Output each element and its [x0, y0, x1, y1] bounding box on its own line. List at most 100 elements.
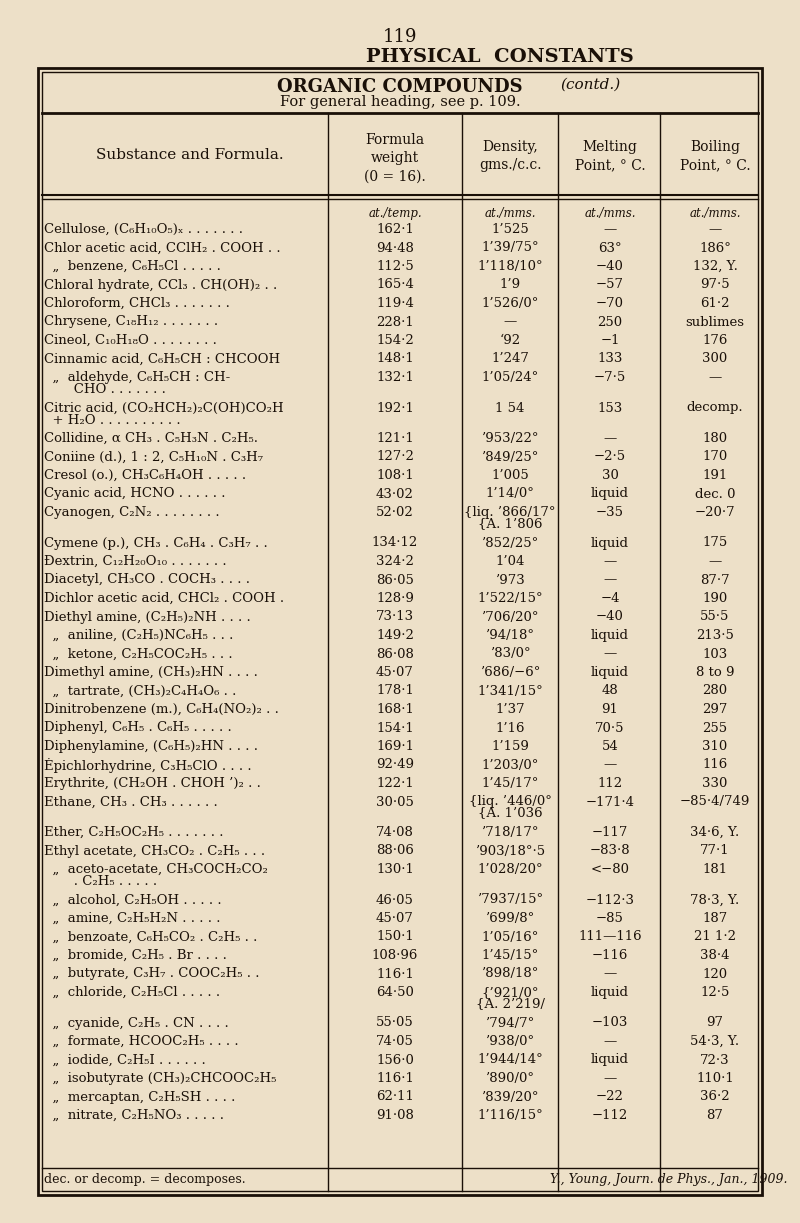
Text: 1’116/15°: 1’116/15° [477, 1109, 543, 1121]
Text: 55·5: 55·5 [700, 610, 730, 624]
Text: 1’341/15°: 1’341/15° [477, 685, 543, 697]
Text: 112: 112 [598, 777, 622, 790]
Text: Cineol, C₁₀H₁₈O . . . . . . . .: Cineol, C₁₀H₁₈O . . . . . . . . [44, 334, 217, 347]
Text: (contd.): (contd.) [560, 78, 620, 92]
Text: 1’05/24°: 1’05/24° [482, 371, 538, 384]
Text: 213·5: 213·5 [696, 629, 734, 642]
Text: „  alcohol, C₂H₅OH . . . . .: „ alcohol, C₂H₅OH . . . . . [44, 894, 222, 906]
Text: {A. 2’219/: {A. 2’219/ [475, 997, 545, 1010]
Text: 103: 103 [702, 647, 728, 660]
Text: 46·05: 46·05 [376, 894, 414, 906]
Text: liquid: liquid [591, 1053, 629, 1066]
Text: 130·1: 130·1 [376, 863, 414, 876]
Text: 148·1: 148·1 [376, 352, 414, 366]
Text: 30: 30 [602, 468, 618, 482]
Text: —: — [603, 432, 617, 445]
Text: + H₂O . . . . . . . . . .: + H₂O . . . . . . . . . . [44, 413, 181, 427]
Text: 97·5: 97·5 [700, 279, 730, 291]
Text: ‘92: ‘92 [499, 334, 521, 347]
Text: 61·2: 61·2 [700, 297, 730, 309]
Text: 165·4: 165·4 [376, 279, 414, 291]
Text: 169·1: 169·1 [376, 740, 414, 753]
Text: „  mercaptan, C₂H₅SH . . . .: „ mercaptan, C₂H₅SH . . . . [44, 1091, 235, 1103]
Text: Cyanic acid, HCNO . . . . . .: Cyanic acid, HCNO . . . . . . [44, 488, 226, 500]
Text: −22: −22 [596, 1091, 624, 1103]
Text: 8 to 9: 8 to 9 [696, 667, 734, 679]
Text: 92·49: 92·49 [376, 758, 414, 772]
Text: „  ketone, C₂H₅COC₂H₅ . . .: „ ketone, C₂H₅COC₂H₅ . . . [44, 647, 233, 660]
Text: 94·48: 94·48 [376, 241, 414, 254]
Text: 168·1: 168·1 [376, 703, 414, 715]
Text: 176: 176 [702, 334, 728, 347]
Text: 108·96: 108·96 [372, 949, 418, 963]
Text: „  bromide, C₂H₅ . Br . . . .: „ bromide, C₂H₅ . Br . . . . [44, 949, 227, 963]
Text: liquid: liquid [591, 667, 629, 679]
Text: ’718/17°: ’718/17° [482, 826, 538, 839]
Text: „  aniline, (C₂H₅)NC₆H₅ . . .: „ aniline, (C₂H₅)NC₆H₅ . . . [44, 629, 234, 642]
Text: Chloroform, CHCl₃ . . . . . . .: Chloroform, CHCl₃ . . . . . . . [44, 297, 230, 309]
Text: 54·3, Y.: 54·3, Y. [690, 1035, 739, 1048]
Text: 156·0: 156·0 [376, 1053, 414, 1066]
Text: —: — [603, 758, 617, 772]
Text: 38·4: 38·4 [700, 949, 730, 963]
Text: 297: 297 [702, 703, 728, 715]
Text: —: — [603, 647, 617, 660]
Text: <−80: <−80 [590, 863, 630, 876]
Text: −2·5: −2·5 [594, 450, 626, 464]
Text: ’903/18°·5: ’903/18°·5 [475, 845, 545, 857]
Text: 324·2: 324·2 [376, 555, 414, 567]
Text: 1 54: 1 54 [495, 401, 525, 415]
Text: 1’45/17°: 1’45/17° [482, 777, 538, 790]
Text: −35: −35 [596, 506, 624, 519]
Text: 74·08: 74·08 [376, 826, 414, 839]
Text: 190: 190 [702, 592, 728, 605]
Text: Density,
gms./c.c.: Density, gms./c.c. [478, 139, 542, 172]
Text: −4: −4 [600, 592, 620, 605]
Text: −40: −40 [596, 260, 624, 273]
Text: ’706/20°: ’706/20° [482, 610, 538, 624]
Text: sublimes: sublimes [686, 316, 745, 329]
Text: 116·1: 116·1 [376, 1073, 414, 1085]
Text: Ether, C₂H₅OC₂H₅ . . . . . . .: Ether, C₂H₅OC₂H₅ . . . . . . . [44, 826, 223, 839]
Text: 52·02: 52·02 [376, 506, 414, 519]
Text: Đextrin, C₁₂H₂₀O₁₀ . . . . . . .: Đextrin, C₁₂H₂₀O₁₀ . . . . . . . [44, 555, 226, 567]
Text: 112·5: 112·5 [376, 260, 414, 273]
Text: 187: 187 [702, 912, 728, 925]
Text: 300: 300 [702, 352, 728, 366]
Text: {A. 1’036: {A. 1’036 [478, 806, 542, 819]
Text: 54: 54 [602, 740, 618, 753]
Text: 121·1: 121·1 [376, 432, 414, 445]
Text: Ėpichlorhydrine, C₃H₅ClO . . . .: Ėpichlorhydrine, C₃H₅ClO . . . . [44, 758, 252, 773]
Text: 162·1: 162·1 [376, 223, 414, 236]
Text: ’890/0°: ’890/0° [486, 1073, 534, 1085]
Text: „  cyanide, C₂H₅ . CN . . . .: „ cyanide, C₂H₅ . CN . . . . [44, 1016, 229, 1030]
Text: ’938/0°: ’938/0° [486, 1035, 534, 1048]
Text: 1’525: 1’525 [491, 223, 529, 236]
Text: liquid: liquid [591, 629, 629, 642]
Text: 154·1: 154·1 [376, 722, 414, 735]
Text: 70·5: 70·5 [595, 722, 625, 735]
Text: liquid: liquid [591, 488, 629, 500]
Text: −57: −57 [596, 279, 624, 291]
Text: 119·4: 119·4 [376, 297, 414, 309]
Text: Erythrite, (CH₂OH . CHOH ’)₂ . .: Erythrite, (CH₂OH . CHOH ’)₂ . . [44, 777, 261, 790]
Text: 1’005: 1’005 [491, 468, 529, 482]
Text: „  isobutyrate (CH₃)₂CHCOOC₂H₅: „ isobutyrate (CH₃)₂CHCOOC₂H₅ [44, 1073, 276, 1085]
Text: Ethane, CH₃ . CH₃ . . . . . .: Ethane, CH₃ . CH₃ . . . . . . [44, 795, 218, 808]
Text: Cresol (o.), CH₃C₆H₄OH . . . . .: Cresol (o.), CH₃C₆H₄OH . . . . . [44, 468, 246, 482]
Text: −85: −85 [596, 912, 624, 925]
Text: „  amine, C₂H₅H₂N . . . . .: „ amine, C₂H₅H₂N . . . . . [44, 912, 221, 925]
Text: 178·1: 178·1 [376, 685, 414, 697]
Text: 1’247: 1’247 [491, 352, 529, 366]
Text: 192·1: 192·1 [376, 401, 414, 415]
Text: 34·6, Y.: 34·6, Y. [690, 826, 740, 839]
Text: {liq. ’446/0°: {liq. ’446/0° [469, 795, 551, 808]
Text: Ethyl acetate, CH₃CO₂ . C₂H₅ . . .: Ethyl acetate, CH₃CO₂ . C₂H₅ . . . [44, 845, 265, 857]
Text: 1’944/14°: 1’944/14° [477, 1053, 543, 1066]
Text: 55·05: 55·05 [376, 1016, 414, 1030]
Text: —: — [603, 223, 617, 236]
Text: 1’16: 1’16 [495, 722, 525, 735]
Text: decomp.: decomp. [686, 401, 743, 415]
Text: ’7937/15°: ’7937/15° [477, 894, 543, 906]
Text: 127·2: 127·2 [376, 450, 414, 464]
